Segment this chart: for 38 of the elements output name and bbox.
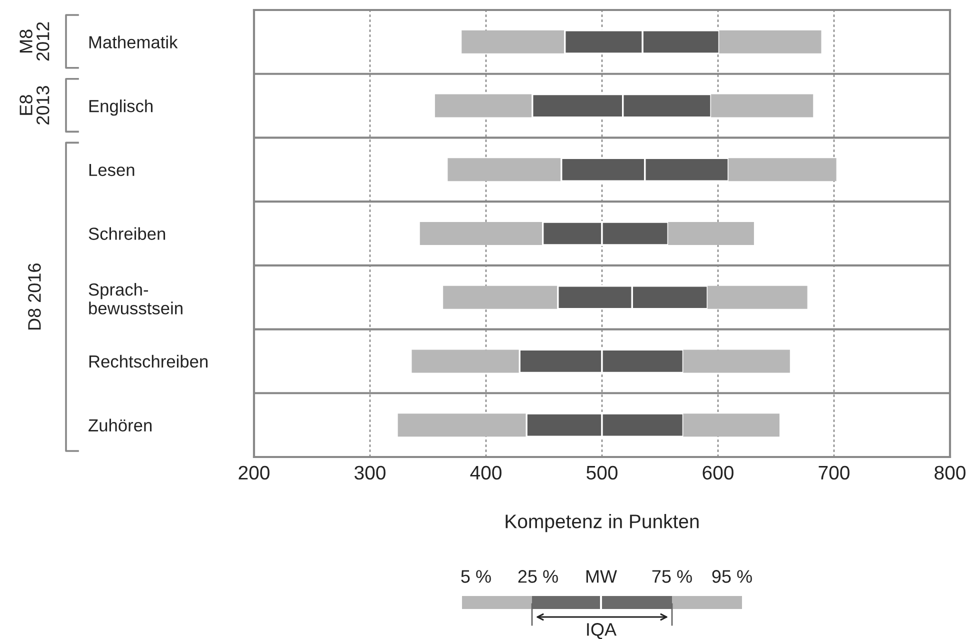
x-tick-label: 700 bbox=[818, 466, 850, 480]
bar bbox=[448, 158, 562, 182]
x-axis-title: Kompetenz in Punkten bbox=[506, 514, 699, 532]
text: M8 2012 bbox=[20, 22, 50, 61]
text: IQA bbox=[587, 623, 617, 639]
x-tick-label: 300 bbox=[354, 466, 386, 480]
bar bbox=[420, 222, 543, 245]
y-tick-label: Rechtschreiben bbox=[89, 354, 208, 368]
bar bbox=[668, 222, 754, 245]
y-tick-label: Zuhören bbox=[88, 418, 152, 432]
bar bbox=[719, 30, 822, 54]
bar bbox=[462, 30, 565, 54]
bar bbox=[443, 286, 558, 309]
y-tick-label: Schreiben bbox=[88, 227, 166, 240]
y-tick-label: Lesen bbox=[89, 164, 134, 176]
y-tick-label: Mathematik bbox=[89, 36, 178, 48]
x-tick-label: 200 bbox=[238, 466, 270, 480]
text: 95 % bbox=[712, 570, 752, 583]
text: E8 2013 bbox=[20, 86, 50, 124]
bar bbox=[683, 414, 780, 437]
bar bbox=[708, 286, 808, 309]
text: 5 % bbox=[461, 570, 491, 583]
text: 25 % bbox=[518, 570, 558, 583]
bar bbox=[412, 350, 520, 373]
x-tick-label: 400 bbox=[470, 466, 502, 480]
y-tick-label: Sprach- bewusstsein bbox=[88, 282, 182, 314]
y-tick-label: Englisch bbox=[89, 99, 152, 116]
x-tick-label: 600 bbox=[702, 466, 734, 480]
bar bbox=[711, 94, 814, 118]
x-tick-label: 500 bbox=[586, 466, 618, 480]
text: D8 2016 bbox=[28, 264, 41, 330]
text: 75 % bbox=[652, 570, 692, 583]
bar bbox=[728, 158, 836, 182]
bar bbox=[398, 414, 527, 437]
bar bbox=[434, 94, 532, 118]
x-tick-label: 800 bbox=[934, 466, 966, 480]
text: MW bbox=[586, 570, 617, 583]
bar bbox=[683, 350, 790, 373]
